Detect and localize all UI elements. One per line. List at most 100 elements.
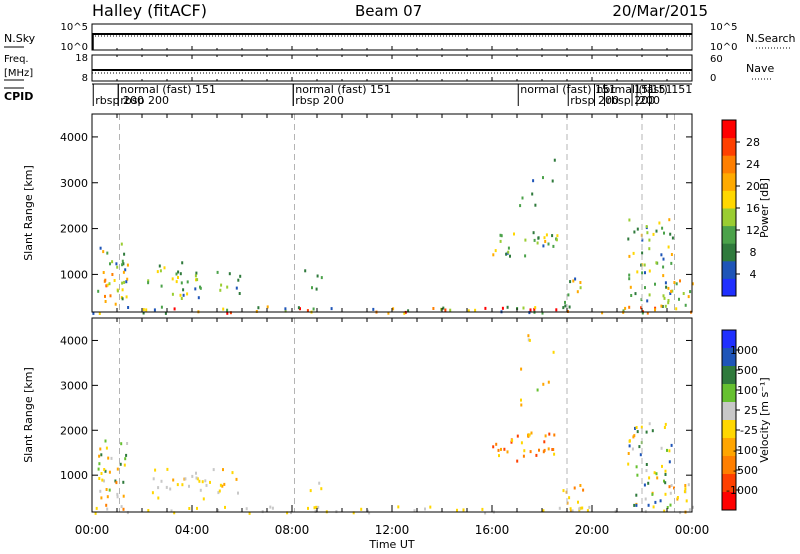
data-pixel [120, 442, 123, 446]
data-pixel [670, 289, 673, 293]
data-pixel [194, 274, 197, 278]
data-pixel [635, 493, 638, 497]
data-pixel [664, 481, 667, 485]
station-title: Halley (fitACF) [92, 1, 207, 20]
data-pixel [634, 426, 636, 430]
data-pixel [121, 297, 124, 301]
data-pixel [429, 505, 432, 509]
data-pixel [122, 507, 125, 511]
data-pixel [551, 179, 554, 183]
data-pixel [497, 448, 500, 452]
data-pixel [644, 509, 647, 513]
nave-label: Nave [746, 62, 774, 75]
data-pixel [195, 271, 198, 275]
data-pixel [507, 250, 510, 254]
data-pixel [494, 249, 497, 253]
colorbar-tick-label: 24 [746, 158, 760, 171]
data-pixel [543, 236, 546, 240]
data-pixel [173, 307, 176, 311]
power-dashed-markers [119, 114, 675, 312]
data-pixel [120, 242, 123, 246]
data-pixel [105, 488, 108, 491]
data-pixel [660, 304, 663, 308]
data-pixel [290, 511, 292, 515]
data-pixel [648, 422, 651, 426]
data-pixel [499, 233, 502, 237]
data-pixel [104, 294, 106, 298]
data-pixel [673, 281, 676, 284]
nsky-label: N.Sky [4, 32, 36, 45]
data-pixel [665, 285, 668, 289]
data-pixel [542, 176, 544, 180]
data-pixel [579, 286, 582, 290]
data-pixel [158, 264, 161, 268]
data-pixel [636, 270, 639, 274]
data-pixel [481, 507, 484, 511]
data-pixel [628, 218, 631, 222]
data-pixel [115, 262, 118, 266]
data-pixel [104, 278, 107, 282]
data-pixel [511, 439, 514, 442]
data-pixel [156, 270, 159, 274]
data-pixel [257, 306, 260, 310]
data-pixel [645, 469, 648, 473]
data-pixel [678, 297, 680, 301]
data-pixel [544, 434, 547, 438]
data-pixel [667, 245, 670, 249]
x-tick-label: 00:00 [75, 523, 110, 537]
colorbar-segment [722, 474, 736, 493]
data-pixel [542, 244, 545, 248]
data-pixel [670, 253, 673, 256]
data-pixel [444, 308, 447, 312]
data-pixel [636, 227, 639, 231]
data-pixel [542, 509, 545, 513]
colorbar-tick-label: 1000 [730, 344, 758, 357]
data-pixel [226, 308, 229, 312]
data-pixel [170, 509, 173, 513]
data-pixel [309, 489, 312, 493]
data-pixel [643, 263, 646, 267]
colorbar-segment [722, 438, 736, 457]
x-tick-label: 16:00 [475, 523, 510, 537]
data-pixel [160, 479, 163, 483]
data-pixel [108, 488, 111, 492]
data-pixel [654, 500, 657, 504]
data-pixel [109, 294, 112, 298]
data-pixel [116, 492, 119, 496]
y-tick-label: 4000 [60, 131, 88, 144]
data-pixel [660, 446, 663, 450]
data-pixel [551, 234, 554, 238]
data-pixel [541, 311, 544, 315]
power-ylabel: Slant Range [km] [22, 165, 35, 261]
data-pixel [646, 231, 649, 235]
data-pixel [670, 261, 673, 265]
data-pixel [99, 447, 102, 451]
data-pixel [124, 268, 127, 272]
data-pixel [123, 280, 126, 284]
data-pixel [538, 448, 540, 452]
data-pixel [505, 252, 508, 256]
data-pixel [103, 468, 106, 471]
data-pixel [235, 286, 238, 290]
data-pixel [652, 505, 655, 509]
data-pixel [125, 280, 128, 284]
data-pixel [573, 486, 576, 490]
data-pixel [663, 426, 666, 429]
data-pixel [114, 302, 117, 306]
data-pixel [311, 286, 313, 290]
data-pixel [641, 238, 644, 242]
data-pixel [484, 306, 487, 310]
data-pixel [98, 454, 101, 458]
data-pixel [181, 483, 184, 487]
data-pixel [220, 283, 223, 287]
data-pixel [218, 489, 221, 493]
nsearch-tick-bottom: 10^0 [710, 42, 737, 53]
data-pixel [204, 479, 207, 483]
data-pixel [228, 272, 231, 276]
data-pixel [654, 282, 656, 286]
colorbar-segment [722, 278, 736, 297]
y-tick-label: 2000 [60, 223, 88, 236]
data-pixel [248, 511, 251, 515]
data-pixel [648, 238, 651, 242]
